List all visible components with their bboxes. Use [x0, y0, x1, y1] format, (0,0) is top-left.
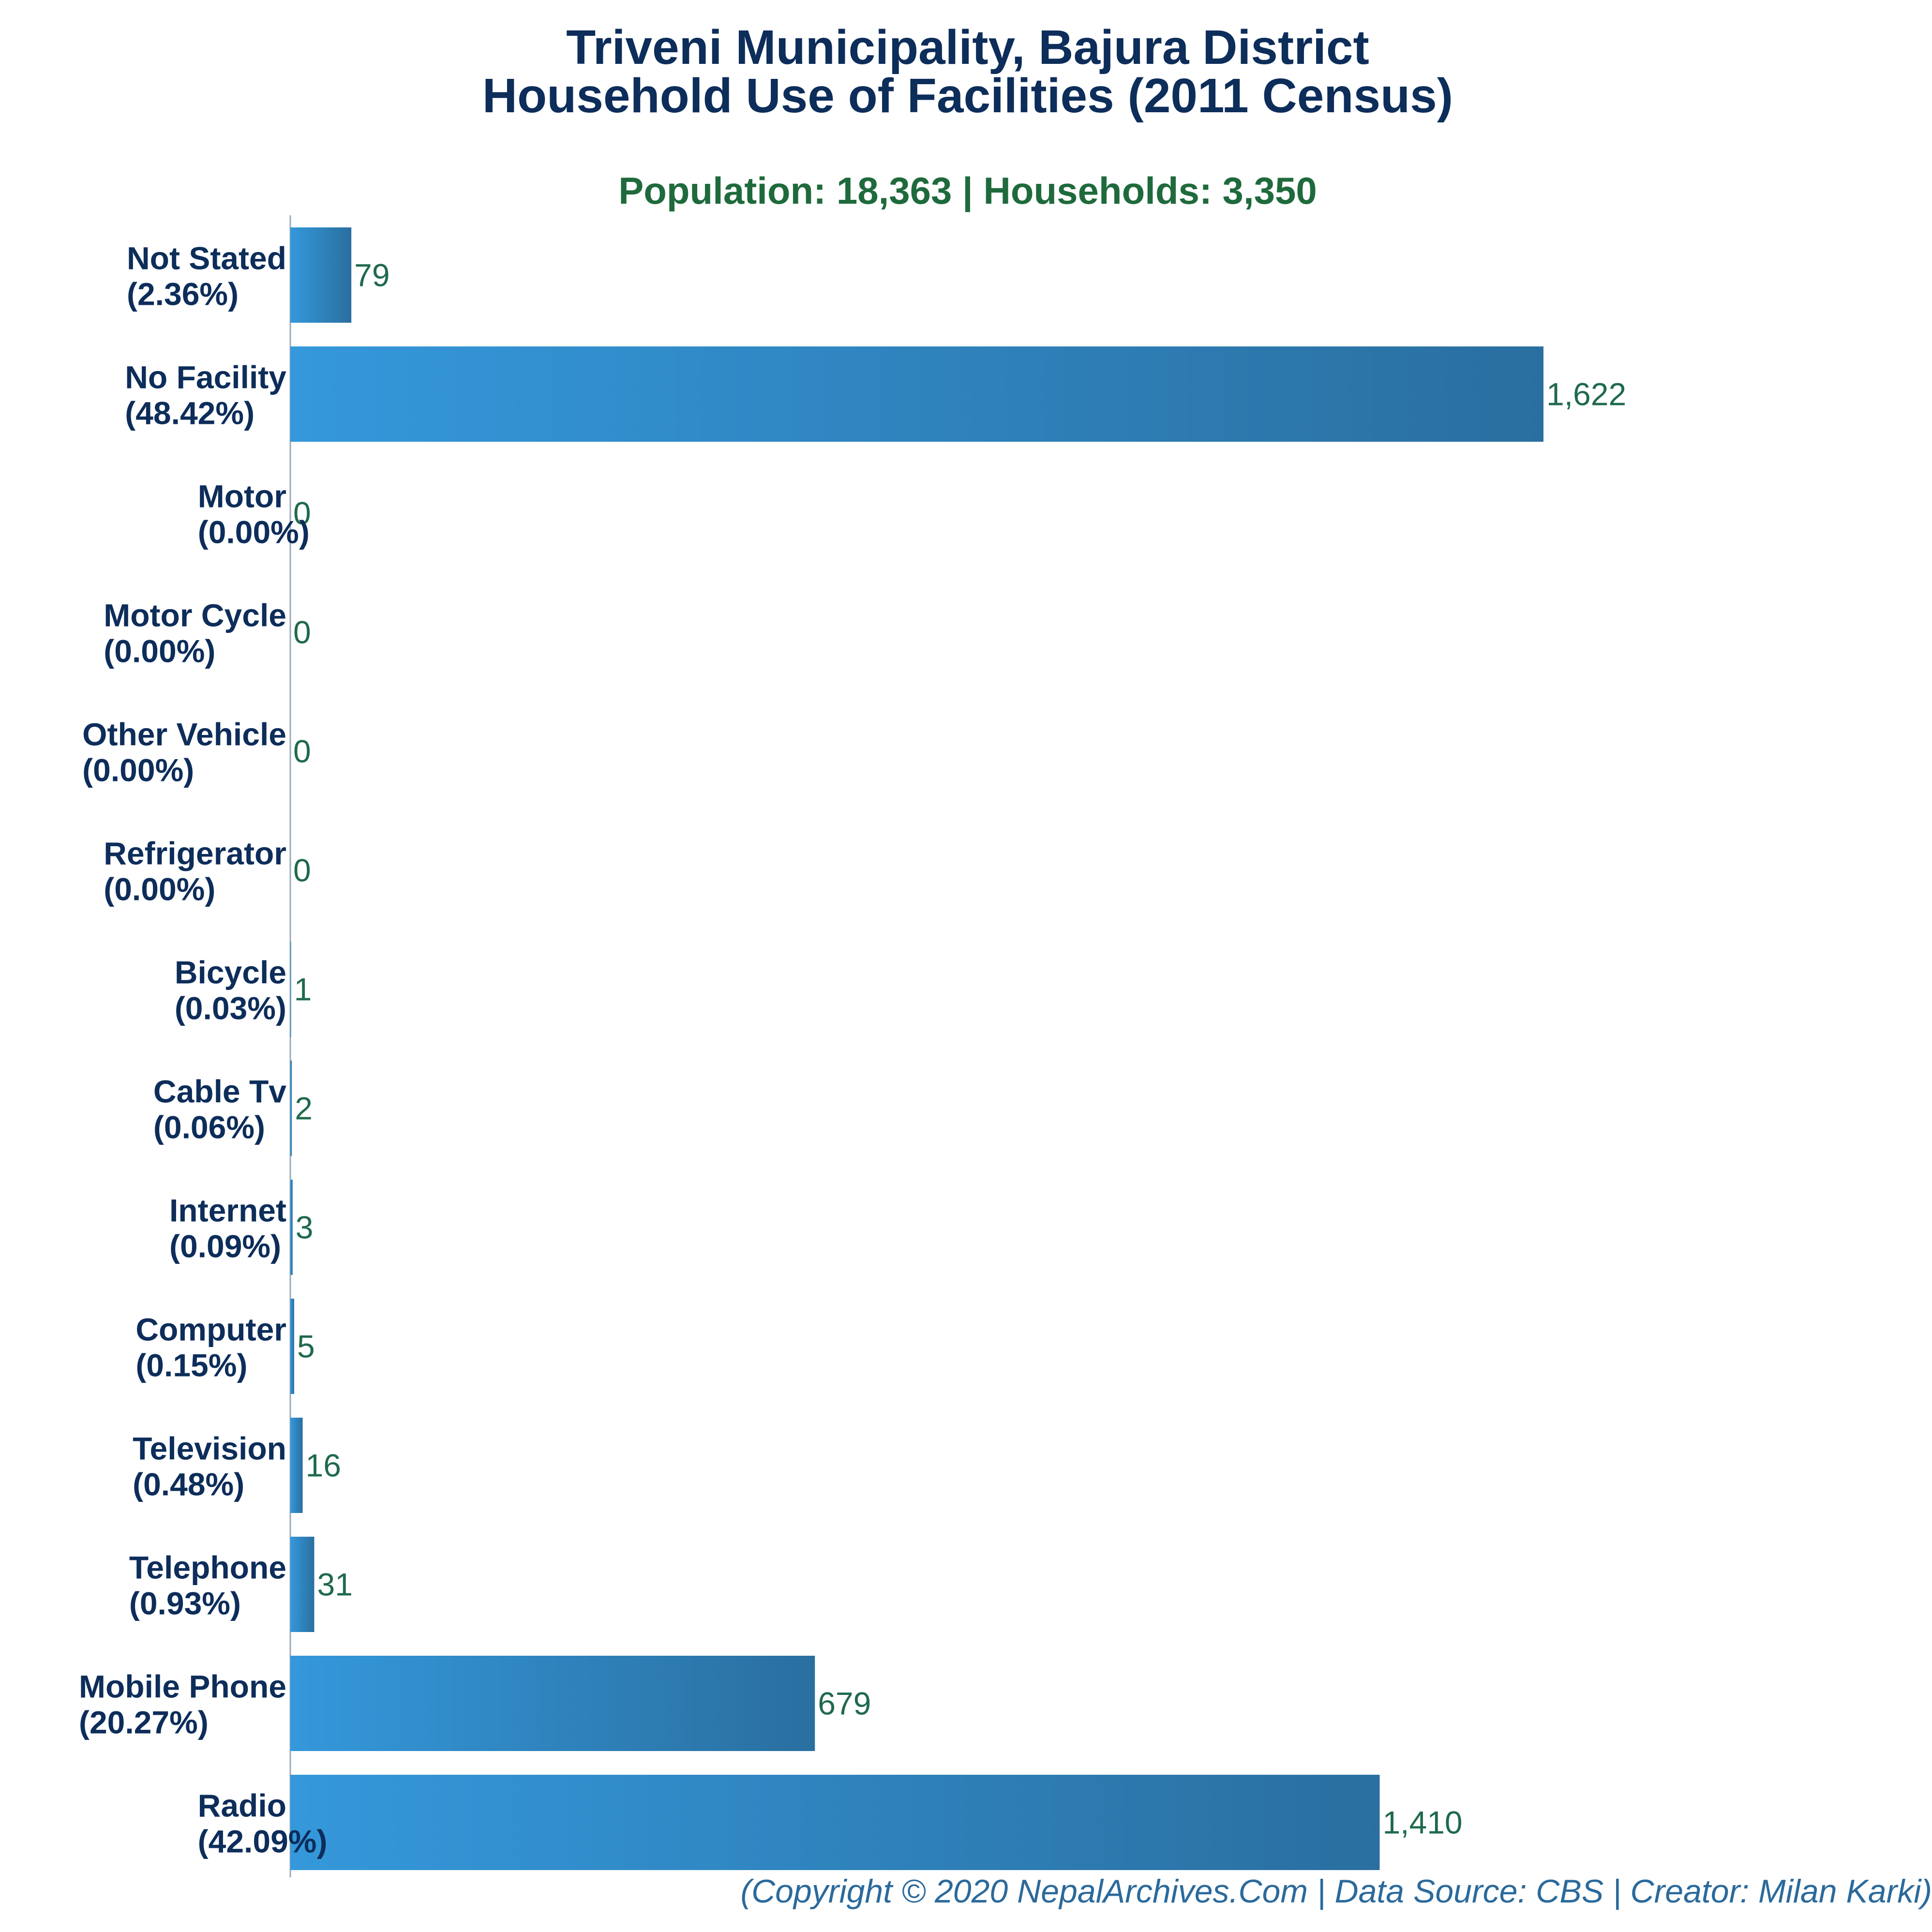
bar-cable-tv: [290, 1061, 292, 1156]
value-label-no-facility: 1,622: [1546, 376, 1626, 412]
percent-label-cable-tv: (0.06%): [153, 1109, 265, 1145]
value-label-bicycle: 1: [294, 972, 312, 1007]
bar-radio: [290, 1775, 1380, 1870]
chart-footer-credit: (Copyright © 2020 NepalArchives.Com | Da…: [740, 1873, 1932, 1910]
bar-bicycle: [290, 942, 291, 1037]
percent-label-television: (0.48%): [133, 1467, 244, 1502]
labels-group: 79 Not Stated(2.36%) 1,622 No Facility(48.4…: [79, 240, 1626, 1859]
percent-label-no-facility: (48.42%): [125, 395, 255, 431]
chart-title-line-2: Household Use of Facilities (2011 Census…: [482, 69, 1453, 123]
percent-label-not-stated: (2.36%): [127, 276, 239, 312]
percent-label-bicycle: (0.03%): [175, 990, 286, 1026]
category-label-not-stated: Not Stated: [127, 240, 286, 276]
value-label-radio: 1,410: [1382, 1805, 1462, 1841]
value-label-internet: 3: [296, 1210, 314, 1245]
percent-label-telephone: (0.93%): [129, 1586, 241, 1621]
percent-label-refrigerator: (0.00%): [104, 871, 215, 907]
percent-label-internet: (0.09%): [169, 1228, 281, 1264]
bar-television: [290, 1418, 303, 1513]
value-label-motor: 0: [293, 495, 311, 531]
category-label-bicycle: Bicycle: [175, 955, 286, 990]
value-label-other-vehicle: 0: [293, 734, 311, 769]
bar-not-stated: [290, 227, 352, 323]
chart-title-line-1: Triveni Municipality, Bajura District: [566, 20, 1369, 75]
value-label-motor-cycle: 0: [293, 614, 311, 650]
category-label-motor: Motor: [198, 479, 286, 514]
bar-no-facility: [290, 346, 1543, 442]
value-label-not-stated: 79: [354, 257, 389, 293]
percent-label-mobile-phone: (20.27%): [79, 1705, 209, 1740]
chart-subtitle: Population: 18,363 | Households: 3,350: [618, 169, 1317, 212]
value-label-telephone: 31: [317, 1567, 353, 1603]
category-label-radio: Radio: [198, 1788, 286, 1824]
bar-internet: [290, 1180, 293, 1275]
category-label-telephone: Telephone: [129, 1550, 286, 1586]
value-label-computer: 5: [297, 1329, 315, 1364]
category-label-cable-tv: Cable Tv: [153, 1074, 286, 1109]
category-label-motor-cycle: Motor Cycle: [104, 598, 286, 633]
category-label-television: Television: [133, 1431, 286, 1467]
value-label-mobile-phone: 679: [818, 1686, 871, 1722]
category-label-internet: Internet: [169, 1193, 286, 1228]
category-label-refrigerator: Refrigerator: [104, 836, 286, 871]
percent-label-motor-cycle: (0.00%): [104, 633, 215, 669]
category-label-no-facility: No Facility: [125, 359, 286, 395]
percent-label-motor: (0.00%): [198, 514, 310, 550]
category-label-other-vehicle: Other Vehicle: [82, 717, 286, 752]
value-label-cable-tv: 2: [295, 1091, 313, 1126]
value-label-television: 16: [306, 1448, 341, 1483]
bar-computer: [290, 1299, 294, 1394]
bar-telephone: [290, 1537, 315, 1632]
percent-label-radio: (42.09%): [198, 1824, 328, 1859]
category-label-mobile-phone: Mobile Phone: [79, 1669, 286, 1705]
bar-mobile-phone: [290, 1656, 815, 1751]
category-label-computer: Computer: [135, 1312, 286, 1348]
bars-group: [290, 227, 1543, 1870]
value-label-refrigerator: 0: [293, 853, 311, 888]
percent-label-computer: (0.15%): [135, 1348, 247, 1383]
percent-label-other-vehicle: (0.00%): [82, 752, 194, 788]
